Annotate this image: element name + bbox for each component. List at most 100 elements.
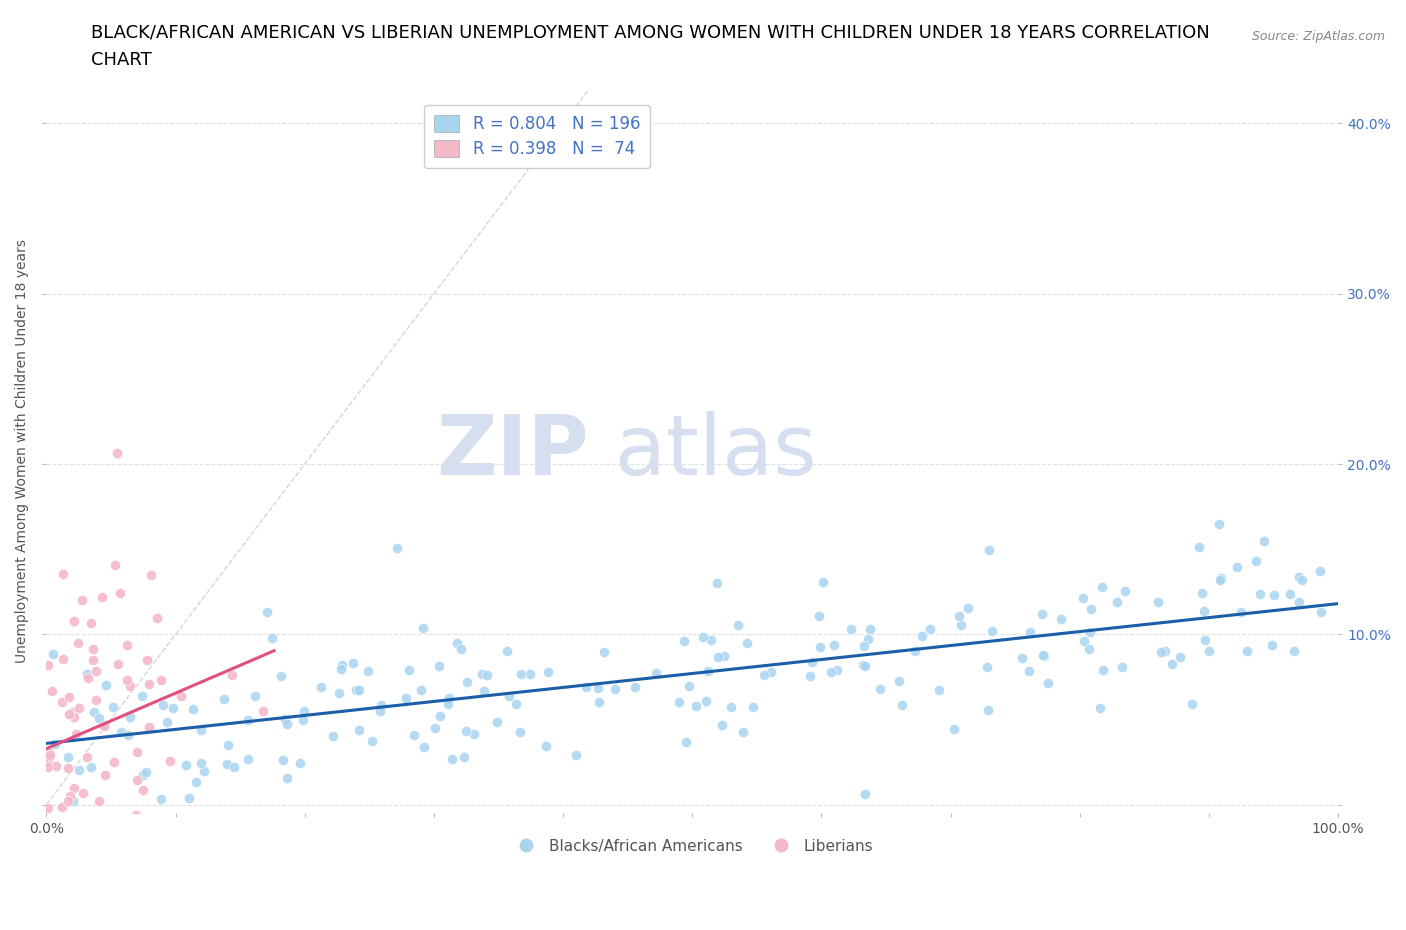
Point xyxy=(107,445,129,460)
Point xyxy=(761,665,783,680)
Point xyxy=(75,814,97,829)
Point xyxy=(427,658,450,673)
Point xyxy=(292,712,315,727)
Point xyxy=(752,667,775,682)
Point xyxy=(94,717,117,732)
Point xyxy=(37,801,59,816)
Point xyxy=(808,640,831,655)
Point xyxy=(903,644,925,658)
Point xyxy=(170,689,193,704)
Point xyxy=(1161,657,1184,671)
Point xyxy=(76,666,98,681)
Point xyxy=(574,679,596,694)
Point xyxy=(215,757,238,772)
Point xyxy=(1208,517,1230,532)
Point xyxy=(853,787,876,802)
Point xyxy=(695,694,717,709)
Point xyxy=(463,726,485,741)
Point xyxy=(274,711,297,726)
Point xyxy=(737,635,759,650)
Point xyxy=(184,774,207,789)
Point xyxy=(510,667,533,682)
Point xyxy=(65,814,87,829)
Point xyxy=(292,704,315,719)
Point xyxy=(288,756,311,771)
Point xyxy=(125,772,148,787)
Point xyxy=(174,757,197,772)
Point xyxy=(727,618,749,632)
Point xyxy=(51,800,73,815)
Point xyxy=(1150,644,1173,659)
Point xyxy=(39,746,62,761)
Point xyxy=(1114,583,1136,598)
Point xyxy=(117,727,139,742)
Text: Source: ZipAtlas.com: Source: ZipAtlas.com xyxy=(1251,30,1385,43)
Point xyxy=(395,690,418,705)
Point xyxy=(475,667,498,682)
Point xyxy=(811,575,834,590)
Point xyxy=(858,631,880,646)
Point xyxy=(1288,595,1310,610)
Point xyxy=(41,684,63,698)
Point xyxy=(692,629,714,644)
Point xyxy=(1036,676,1059,691)
Point xyxy=(342,656,364,671)
Point xyxy=(120,679,142,694)
Point xyxy=(86,663,108,678)
Point xyxy=(87,711,110,725)
Point xyxy=(496,643,519,658)
Point xyxy=(131,767,153,782)
Point xyxy=(1263,588,1285,603)
Point xyxy=(841,621,863,636)
Point xyxy=(108,586,131,601)
Point xyxy=(1236,643,1258,658)
Point xyxy=(853,639,876,654)
Point xyxy=(675,735,697,750)
Point xyxy=(853,658,876,673)
Point xyxy=(243,688,266,703)
Point xyxy=(453,750,475,764)
Point xyxy=(456,674,478,689)
Point xyxy=(63,710,86,724)
Point xyxy=(980,623,1002,638)
Point xyxy=(593,644,616,659)
Point xyxy=(859,621,882,636)
Point xyxy=(1092,662,1115,677)
Point xyxy=(67,635,90,650)
Point xyxy=(80,760,103,775)
Point xyxy=(1208,572,1230,587)
Point xyxy=(72,786,94,801)
Point xyxy=(1191,585,1213,600)
Point xyxy=(1278,587,1301,602)
Point xyxy=(69,814,91,829)
Point xyxy=(707,650,730,665)
Point xyxy=(309,680,332,695)
Point xyxy=(256,604,278,619)
Point xyxy=(1073,633,1095,648)
Point xyxy=(67,701,90,716)
Point xyxy=(52,651,75,666)
Point xyxy=(107,657,129,671)
Point xyxy=(404,727,426,742)
Point xyxy=(75,814,97,829)
Point xyxy=(139,567,162,582)
Point xyxy=(252,703,274,718)
Point xyxy=(1253,534,1275,549)
Point xyxy=(852,658,875,672)
Point xyxy=(603,682,626,697)
Point xyxy=(146,610,169,625)
Point xyxy=(1209,570,1232,585)
Point xyxy=(1261,637,1284,652)
Point xyxy=(217,737,239,752)
Point xyxy=(1011,651,1033,666)
Point xyxy=(120,710,142,724)
Point xyxy=(976,659,998,674)
Point xyxy=(943,722,966,737)
Point xyxy=(398,662,420,677)
Point xyxy=(156,714,179,729)
Point xyxy=(94,767,117,782)
Point xyxy=(38,748,60,763)
Point xyxy=(135,764,157,779)
Point xyxy=(62,705,84,720)
Point xyxy=(710,717,733,732)
